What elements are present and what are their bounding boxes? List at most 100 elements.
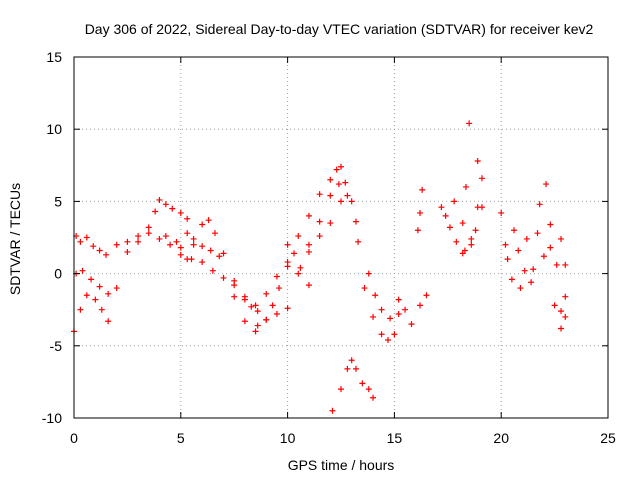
data-point (438, 204, 445, 211)
x-tick-label: 10 (280, 430, 296, 446)
data-point (498, 209, 505, 216)
data-point (453, 238, 460, 245)
chart-title: Day 306 of 2022, Sidereal Day-to-day VTE… (85, 21, 594, 37)
data-point (370, 313, 377, 320)
data-point (284, 263, 291, 270)
data-point (190, 235, 197, 242)
x-tick-label: 5 (177, 430, 185, 446)
data-point (295, 233, 302, 240)
data-point (472, 227, 479, 234)
data-point (391, 331, 398, 338)
y-tick-label: 15 (46, 49, 62, 65)
data-point (273, 311, 280, 318)
data-point (135, 238, 142, 245)
data-point (333, 166, 340, 173)
data-point (252, 302, 259, 309)
data-point (184, 230, 191, 237)
data-point (534, 230, 541, 237)
data-point (523, 235, 530, 242)
data-point (338, 386, 344, 393)
series-track-20 (551, 302, 569, 320)
data-point (145, 230, 152, 237)
data-point (273, 273, 280, 280)
data-point (327, 192, 334, 199)
data-point (528, 279, 535, 286)
data-point (338, 163, 344, 170)
y-tick-label: 0 (54, 266, 62, 282)
data-point (344, 365, 351, 372)
data-point (254, 322, 261, 329)
data-point (177, 209, 184, 216)
grid-layer (74, 57, 608, 418)
data-point (184, 215, 191, 222)
data-point (414, 227, 421, 234)
data-point (517, 285, 524, 292)
data-point (156, 196, 163, 203)
data-point (220, 250, 227, 257)
data-point (417, 302, 424, 309)
data-point (284, 305, 291, 312)
data-point (478, 175, 485, 182)
data-point (378, 306, 385, 313)
data-point (372, 292, 379, 299)
data-point (521, 267, 528, 274)
data-point (515, 247, 522, 254)
data-point (305, 241, 312, 248)
data-point (177, 251, 184, 258)
data-point (105, 318, 112, 325)
series-track-12 (365, 270, 402, 322)
data-point (540, 253, 547, 260)
data-point (423, 292, 430, 299)
data-point (124, 238, 131, 245)
series-track-10 (305, 192, 359, 248)
data-point (547, 221, 554, 228)
y-tick-label: -5 (50, 338, 63, 354)
data-point (562, 313, 569, 320)
data-point (342, 179, 349, 186)
data-point (297, 264, 304, 271)
data-point (305, 282, 312, 289)
data-point (105, 290, 112, 297)
data-point (216, 253, 223, 260)
data-point (103, 251, 110, 258)
data-point (83, 234, 90, 241)
data-point (291, 250, 298, 257)
data-point (502, 241, 509, 248)
series-track-18 (498, 181, 569, 332)
series-track-11 (329, 357, 377, 414)
series-track-3 (73, 267, 112, 297)
series-track-15 (438, 120, 485, 257)
data-point (96, 247, 103, 254)
data-point (338, 198, 344, 205)
series-track-14 (414, 186, 426, 234)
data-point (461, 247, 468, 254)
data-point (113, 241, 120, 248)
data-point (352, 218, 359, 225)
series-track-17 (461, 175, 485, 254)
data-point (305, 248, 312, 255)
data-point (199, 243, 206, 250)
data-point (98, 306, 105, 313)
series-track-9 (284, 163, 344, 248)
ticks-layer (73, 56, 609, 419)
data-point (316, 233, 323, 240)
data-point (207, 247, 214, 254)
data-point (79, 267, 86, 274)
data-point (231, 293, 238, 300)
data-point (284, 241, 291, 248)
data-point (167, 241, 174, 248)
series-track-8 (231, 179, 398, 344)
data-point (536, 201, 543, 208)
x-tick-label: 15 (387, 430, 403, 446)
data-point (248, 303, 255, 310)
y-tick-label: -10 (42, 410, 62, 426)
data-point (402, 306, 409, 313)
data-point (252, 328, 259, 335)
data-point (474, 204, 481, 211)
data-point (190, 241, 197, 248)
data-point (387, 315, 394, 322)
series-track-19 (502, 230, 554, 286)
data-point (462, 183, 469, 190)
data-point (173, 238, 180, 245)
data-point (511, 227, 518, 234)
